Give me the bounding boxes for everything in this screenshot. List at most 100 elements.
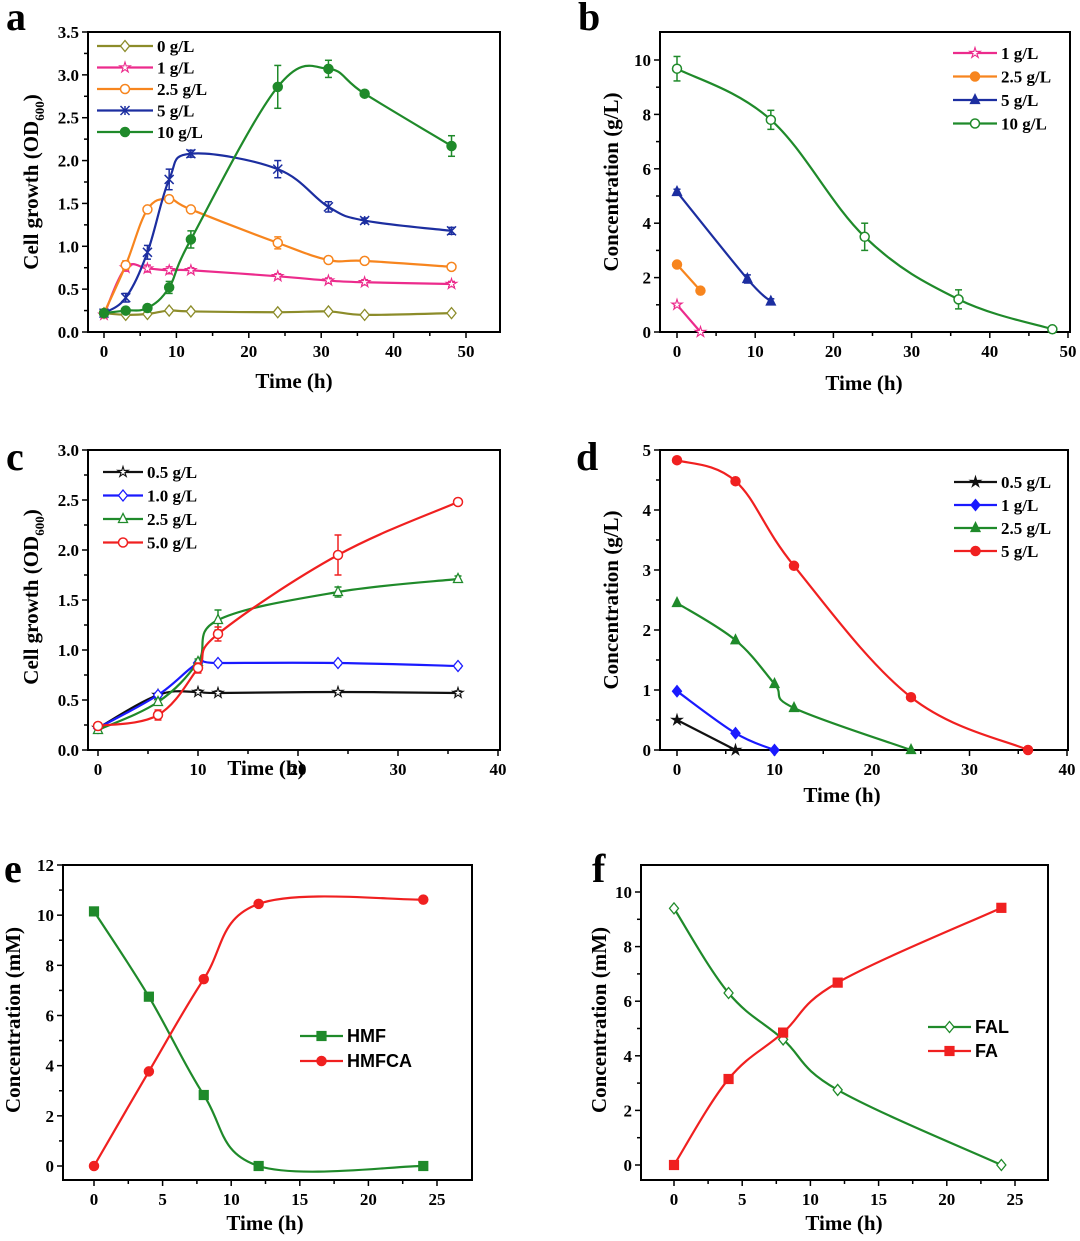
data-point — [117, 537, 129, 548]
x-tick-label: 5 — [158, 1190, 167, 1209]
y-tick-label: 2 — [46, 1107, 55, 1126]
series-line — [102, 263, 452, 316]
x-tick-label: 20 — [864, 760, 881, 779]
data-point — [185, 204, 197, 215]
plot-frame — [87, 31, 501, 333]
x-tick-label: 20 — [360, 1190, 377, 1209]
data-point — [164, 174, 175, 185]
y-axis-title: Concentration (mM) — [587, 927, 611, 1113]
data-point — [669, 297, 685, 311]
data-point — [1047, 324, 1058, 335]
series-2-5-g-l — [671, 259, 706, 296]
data-point — [185, 304, 197, 318]
y-tick-label: 4 — [643, 214, 652, 233]
data-point — [183, 262, 198, 277]
legend-label: 5 g/L — [1001, 91, 1038, 110]
data-point — [446, 225, 457, 236]
data-point — [119, 39, 131, 53]
data-point — [765, 114, 777, 126]
x-axis-title: Time (h) — [226, 1211, 303, 1235]
x-tick-label: 0 — [90, 1190, 99, 1209]
series-0-5-g-l — [90, 684, 466, 734]
data-point — [996, 902, 1007, 913]
y-axis-title-main: Cell growth (OD — [19, 121, 43, 270]
data-point — [332, 656, 344, 670]
x-tick-label: 20 — [240, 342, 257, 361]
x-tick-label: 15 — [291, 1190, 308, 1209]
data-point — [944, 1020, 955, 1034]
panel-label: b — [578, 0, 600, 39]
series-layer — [669, 454, 1034, 757]
x-axis-title: Time (h) — [227, 756, 304, 780]
data-point — [330, 684, 346, 698]
data-point — [142, 247, 153, 258]
data-point — [730, 475, 741, 487]
legend-label: 0.5 g/L — [147, 463, 197, 482]
data-point — [98, 307, 110, 319]
chart-panel-f: f 0 5 10 15 20 25 0 2 4 6 8 10 Time (h) Concentration … — [587, 846, 1049, 1235]
y-tick-label: 1 — [643, 681, 652, 700]
legend-label: 2.5 g/L — [147, 510, 197, 529]
x-tick-label: 0 — [100, 342, 109, 361]
x-tick-label: 0 — [673, 342, 682, 361]
y-tick-label: 0 — [46, 1157, 55, 1176]
y-tick-label: 0 — [624, 1156, 633, 1175]
data-point — [446, 306, 457, 320]
legend-label: 1 g/L — [1001, 496, 1038, 515]
y-tick-label: 0 — [643, 323, 652, 342]
data-point — [332, 585, 344, 597]
y-tick-label: 8 — [643, 105, 652, 124]
series-line — [676, 719, 737, 751]
data-point — [332, 549, 344, 561]
data-point — [117, 488, 129, 503]
y-tick-label: 0 — [643, 741, 652, 760]
x-tick-label: 25 — [1007, 1190, 1024, 1209]
panel-label: f — [592, 846, 606, 891]
y-tick-label: 10 — [615, 883, 632, 902]
data-point — [270, 268, 285, 283]
y-tick-label: 1.0 — [58, 237, 79, 256]
data-point — [730, 726, 741, 740]
y-tick-label: 6 — [643, 160, 652, 179]
legend-entry: 0 g/L — [97, 37, 194, 56]
panel-label: d — [576, 434, 598, 479]
x-tick-label: 10 — [747, 342, 764, 361]
y-tick-label: 1.0 — [58, 641, 79, 660]
data-point — [162, 262, 177, 277]
x-tick-label: 20 — [290, 760, 307, 779]
data-point — [359, 308, 370, 322]
y-tick-label: 1.5 — [58, 194, 79, 213]
data-point — [967, 45, 983, 59]
data-point — [668, 1159, 680, 1171]
data-point — [92, 720, 104, 732]
series-fa — [668, 902, 1007, 1171]
data-point — [321, 273, 336, 287]
data-point — [212, 656, 224, 670]
data-point — [723, 1073, 734, 1085]
data-point — [210, 685, 226, 699]
legend-entry: 5.0 g/L — [103, 534, 197, 553]
legend-label: 5.0 g/L — [147, 534, 197, 553]
y-tick-label: 2.5 — [58, 109, 79, 128]
data-point — [444, 276, 459, 290]
series-1-g-l — [671, 684, 780, 757]
y-tick-label: 2 — [624, 1101, 633, 1120]
series-5-g-l — [671, 454, 1034, 756]
x-tick-label: 40 — [490, 760, 507, 779]
legend-label: 10 g/L — [1001, 115, 1047, 134]
data-point — [272, 237, 284, 249]
x-tick-label: 40 — [1059, 760, 1076, 779]
legend-entry: 0.5 g/L — [954, 473, 1051, 492]
data-point — [323, 254, 334, 266]
series-5-0-g-l — [92, 496, 464, 732]
legend-entry: 2.5 g/L — [103, 510, 197, 529]
data-point — [190, 684, 206, 698]
data-point — [272, 81, 284, 93]
legend-label: 2.5 g/L — [157, 80, 207, 99]
series-10-g-l — [671, 55, 1058, 335]
legend-entry: 10 g/L — [953, 115, 1047, 134]
data-point — [788, 560, 800, 572]
y-tick-label: 4 — [643, 501, 652, 520]
data-point — [968, 474, 983, 488]
panel-label: a — [6, 0, 26, 39]
